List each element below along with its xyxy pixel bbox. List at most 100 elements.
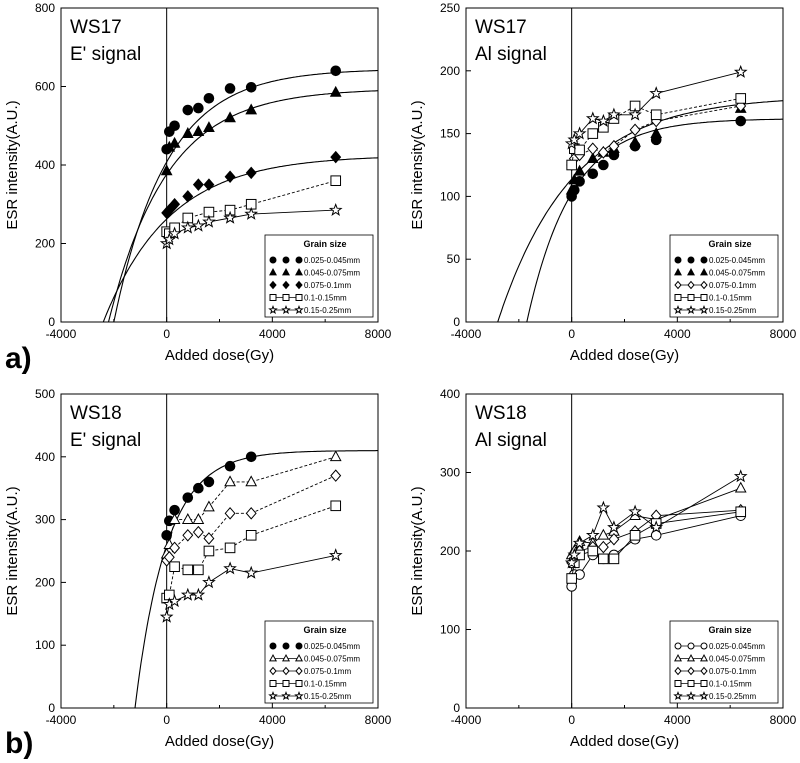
data-point [586, 152, 599, 164]
data-point [587, 545, 599, 557]
data-point [193, 482, 204, 494]
data-point [192, 178, 204, 191]
legend-marker [686, 690, 696, 701]
legend-marker [674, 666, 682, 676]
legend-marker [282, 267, 290, 276]
legend-marker [295, 294, 303, 301]
legend-marker [269, 680, 277, 687]
y-tick-label: 300 [440, 466, 460, 480]
x-tick-label: 0 [568, 327, 575, 341]
data-point [162, 232, 177, 246]
legend-marker [281, 690, 291, 701]
data-point [585, 528, 600, 542]
legend-marker [673, 690, 683, 701]
data-point [587, 142, 599, 155]
legend-entry: 0.1-0.15mm [709, 680, 752, 689]
data-point [598, 159, 609, 171]
data-point [168, 513, 181, 524]
sample-label: WS18 [70, 403, 122, 424]
legend-entry: 0.025-0.045mm [304, 642, 360, 651]
x-tick-label: -4000 [46, 327, 77, 341]
legend-marker [699, 690, 709, 701]
legend-marker [674, 294, 682, 301]
data-point [585, 111, 600, 125]
x-tick-label: 0 [163, 327, 170, 341]
data-point [182, 492, 194, 503]
legend-marker [700, 256, 708, 264]
data-point [181, 127, 194, 138]
signal-label: E' signal [70, 430, 141, 451]
sample-label: WS17 [475, 17, 527, 38]
data-point [160, 164, 173, 176]
data-point [224, 83, 236, 94]
data-point [329, 450, 342, 462]
data-point [245, 166, 257, 180]
data-point [573, 164, 586, 176]
legend: Grain size 0.025-0.045mm 0.045-0.075mm 0.07… [669, 620, 779, 704]
data-point [182, 190, 194, 203]
data-point [224, 542, 236, 554]
data-point [629, 135, 641, 147]
data-point [566, 159, 577, 171]
legend-marker [674, 267, 682, 276]
legend-entry: 0.045-0.075mm [304, 655, 360, 664]
legend-marker [269, 256, 277, 264]
legend-marker [700, 680, 708, 687]
data-point [565, 183, 578, 195]
x-tick-label: 8000 [365, 713, 392, 727]
data-point [193, 564, 204, 576]
y-tick-label: 800 [35, 1, 55, 15]
legend-marker [700, 666, 708, 676]
y-tick-label: 200 [440, 544, 460, 558]
data-point [192, 513, 205, 524]
legend-marker [269, 294, 277, 301]
legend: Grain size 0.025-0.045mm 0.045-0.075mm 0.07… [669, 234, 779, 318]
data-point [191, 218, 206, 232]
legend-marker [282, 666, 290, 676]
data-point [598, 553, 609, 565]
legend-entry: 0.15-0.25mm [709, 692, 756, 701]
plot-area [564, 469, 748, 592]
data-point [203, 121, 215, 133]
data-point [628, 504, 642, 518]
data-point [734, 481, 747, 493]
y-tick-label: 0 [48, 315, 55, 329]
legend-title: Grain size [303, 625, 346, 635]
legend-entry: 0.1-0.15mm [304, 680, 347, 689]
legend-marker [674, 680, 682, 687]
data-point [169, 561, 180, 573]
data-point [245, 475, 258, 487]
y-tick-label: 50 [447, 252, 461, 266]
data-point [244, 565, 259, 579]
data-point [733, 64, 748, 78]
legend-entry: 0.075-0.1mm [709, 667, 756, 676]
data-point [568, 173, 581, 185]
data-point [163, 203, 175, 217]
data-point [330, 500, 342, 512]
legend-marker [674, 256, 682, 264]
legend-marker [269, 653, 277, 662]
legend-marker [700, 653, 708, 662]
legend-entry: 0.15-0.25mm [709, 306, 756, 315]
legend-entry: 0.045-0.075mm [709, 655, 765, 664]
data-point [587, 168, 599, 180]
y-tick-label: 300 [35, 513, 55, 527]
legend-marker [295, 642, 303, 650]
data-point [203, 178, 215, 191]
legend-title: Grain size [708, 625, 751, 635]
data-point [169, 541, 181, 555]
y-axis-label: ESR intensity(A.U.) [4, 100, 21, 229]
data-point [169, 197, 181, 211]
legend-box [264, 234, 374, 318]
sample-label: WS17 [70, 17, 122, 38]
legend-marker [295, 256, 303, 264]
y-tick-label: 600 [35, 80, 55, 94]
legend-marker [268, 690, 278, 701]
legend-title: Grain size [303, 239, 346, 249]
y-tick-label: 500 [35, 387, 55, 401]
legend-entry: 0.075-0.1mm [709, 281, 756, 290]
x-tick-label: 4000 [259, 327, 286, 341]
legend-entry: 0.025-0.045mm [304, 256, 360, 265]
data-point [733, 469, 748, 483]
